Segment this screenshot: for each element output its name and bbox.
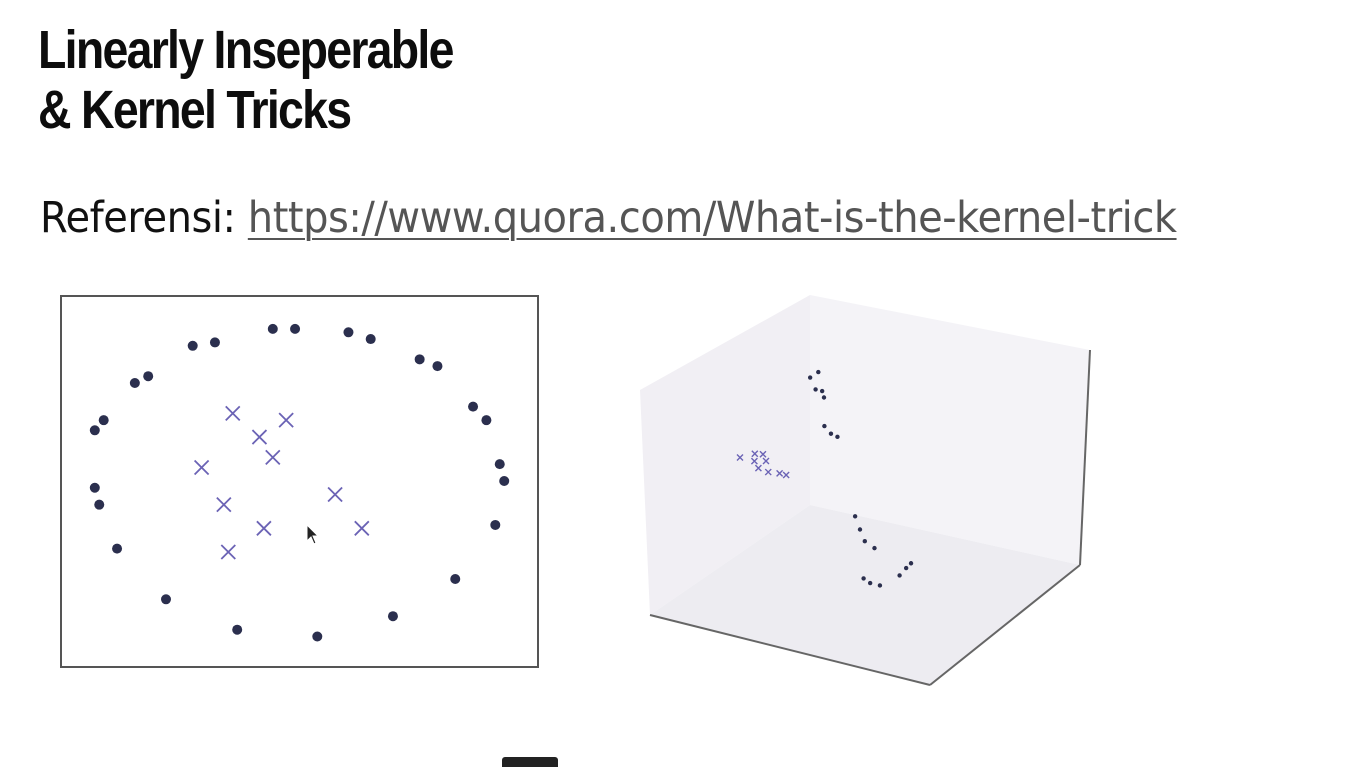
- axis-y-edge: [929, 564, 1081, 686]
- scatter-cross-3d: [764, 468, 772, 476]
- scatter-dot-3d: [897, 573, 902, 578]
- slide-title-line-1: Linearly Inseperable: [38, 20, 454, 80]
- scatter-cross: [265, 449, 281, 465]
- scatter-cross: [193, 459, 210, 476]
- scatter-dot: [450, 574, 461, 585]
- floor-plane: [650, 505, 1080, 685]
- reference-label: Referensi:: [40, 193, 236, 243]
- scatter-dot: [432, 361, 443, 372]
- scatter-dot-3d: [828, 431, 834, 436]
- scatter-cross: [225, 405, 241, 422]
- plot-frame: [60, 295, 539, 668]
- scatter-cross-3d: [750, 457, 758, 465]
- mouse-cursor-icon: [306, 524, 320, 545]
- scatter-dot-3d: [816, 369, 821, 375]
- scatter-dot-3d: [835, 434, 840, 440]
- scatter-dot-3d: [822, 423, 827, 429]
- scatter-cross: [278, 412, 294, 428]
- scatter-dot-3d: [903, 565, 909, 571]
- back-wall-right: [810, 295, 1090, 565]
- slide-title-line-2: & Kernel Tricks: [38, 80, 352, 140]
- scatter-dot: [343, 327, 354, 338]
- scatter-cross-3d: [782, 471, 790, 479]
- scatter-dot-3d: [872, 545, 877, 551]
- scatter-cross-3d: [759, 450, 767, 458]
- scatter-dot: [94, 499, 105, 510]
- scatter-cross: [256, 520, 272, 536]
- scatter-cross-3d: [776, 469, 784, 477]
- scatter-dot-3d: [908, 561, 914, 566]
- scatter-dot: [490, 519, 501, 530]
- scatter-dot: [89, 425, 100, 436]
- plot-marks: [89, 323, 510, 642]
- scatter-dot-3d: [819, 388, 825, 394]
- scatter-dot-3d: [852, 514, 858, 519]
- axis-x-edge: [649, 614, 931, 686]
- scatter-dot: [187, 340, 198, 351]
- reference-line: Referensi: https://www.quora.com/What-is…: [40, 190, 1177, 246]
- back-wall-left: [640, 295, 810, 615]
- scatter-cross: [327, 486, 343, 503]
- scatter-dot: [98, 415, 109, 426]
- scatter-dot: [290, 323, 301, 334]
- plot-marks-3d: [736, 369, 914, 588]
- toolbar-tab[interactable]: [502, 757, 558, 767]
- scatter-cross-3d: [751, 450, 759, 458]
- scatter-dot: [89, 482, 100, 493]
- scatter-dot-3d: [867, 580, 873, 586]
- scatter-dot-3d: [862, 539, 867, 544]
- scatter-dot-3d: [807, 375, 813, 380]
- axis-z-edge: [1079, 349, 1091, 566]
- scatter-dot: [312, 631, 323, 642]
- scatter-dot-3d: [857, 527, 863, 532]
- scatter-dot: [365, 334, 376, 345]
- scatter-cross: [251, 429, 268, 445]
- scatter-dot: [232, 624, 243, 635]
- scatter-dot: [209, 337, 220, 348]
- slide-title: Linearly Inseperable & Kernel Tricks: [38, 20, 454, 140]
- scatter-dot: [499, 476, 510, 486]
- scatter-plot-2d: [60, 295, 539, 668]
- scatter-cross: [220, 544, 236, 560]
- scatter-cross-3d: [762, 457, 770, 465]
- reference-link[interactable]: https://www.quora.com/What-is-the-kernel…: [247, 193, 1177, 243]
- scatter-cross-3d: [754, 464, 762, 472]
- scatter-dot-3d: [877, 583, 883, 588]
- scatter-dot: [494, 459, 505, 470]
- scatter-dot-3d: [813, 387, 818, 392]
- scatter-dot: [112, 543, 123, 554]
- scatter-cross-3d: [736, 454, 744, 461]
- scatter-dot: [481, 415, 492, 426]
- scatter-cross: [354, 520, 370, 536]
- scatter-dot: [414, 354, 425, 365]
- scatter-plot-3d: [640, 295, 1091, 686]
- scatter-cross: [216, 497, 232, 513]
- scatter-dot: [161, 594, 171, 605]
- scatter-dot: [468, 401, 479, 412]
- scatter-dot-3d: [821, 395, 827, 400]
- scatter-dot: [143, 371, 154, 382]
- scatter-dot: [267, 323, 278, 334]
- scatter-dot: [387, 611, 398, 622]
- scatter-dot-3d: [861, 576, 866, 581]
- scatter-dot: [129, 377, 140, 388]
